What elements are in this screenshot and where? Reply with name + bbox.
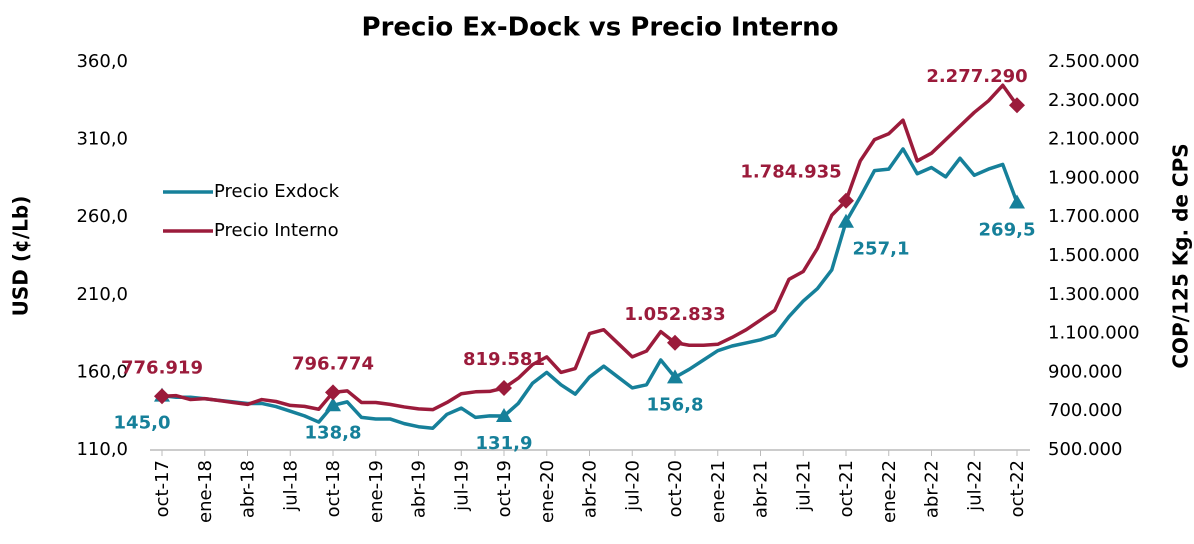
x-tick-label: ene-19 (366, 460, 387, 523)
data-label: 2.277.290 (926, 66, 1027, 87)
chart-title: Precio Ex-Dock vs Precio Interno (362, 13, 839, 43)
x-tick-label: oct-19 (494, 460, 515, 517)
y2-tick-label: 2.500.000 (1048, 51, 1140, 72)
y2-tick-label: 1.900.000 (1048, 167, 1140, 188)
data-label: 138,8 (305, 422, 362, 443)
marker (325, 397, 341, 412)
x-tick-label: ene-22 (879, 460, 900, 523)
data-label: 145,0 (114, 413, 171, 434)
x-tick-label: oct-17 (152, 460, 173, 517)
x-tick-label: jul-19 (451, 460, 472, 512)
x-tick-label: jul-20 (622, 460, 643, 512)
x-tick-label: jul-18 (280, 460, 301, 512)
marker (1009, 97, 1025, 114)
y2-tick-label: 2.300.000 (1048, 90, 1140, 111)
y-tick-label: 360,0 (76, 51, 128, 72)
x-tick-label: abr-19 (409, 460, 430, 518)
x-tick-label: abr-18 (238, 460, 259, 518)
marker (1009, 194, 1025, 209)
data-label: 131,9 (476, 433, 533, 454)
x-tick-label: oct-22 (1007, 460, 1028, 517)
marker (325, 384, 341, 401)
y2-tick-label: 1.100.000 (1048, 323, 1140, 344)
y2-tick-label: 2.100.000 (1048, 129, 1140, 150)
legend-label: Precio Exdock (214, 181, 340, 202)
x-tick-label: ene-18 (195, 460, 216, 523)
series-line (161, 147, 1019, 431)
data-label: 819.581 (463, 349, 545, 370)
x-tick-label: oct-18 (323, 460, 344, 517)
marker (496, 408, 512, 423)
y-axis-title: USD (¢/Lb) (9, 196, 33, 317)
marker (667, 369, 683, 384)
y2-tick-label: 700.000 (1048, 400, 1122, 421)
y2-tick-label: 900.000 (1048, 361, 1122, 382)
x-tick-label: ene-20 (537, 460, 558, 523)
marker (154, 388, 170, 405)
y2-axis-title: COP/125 Kg. de CPS (1169, 143, 1193, 368)
data-label: 269,5 (979, 219, 1036, 240)
y-tick-label: 260,0 (76, 206, 128, 227)
x-tick-label: oct-20 (665, 460, 686, 517)
x-tick-label: ene-21 (708, 460, 729, 523)
y-tick-label: 210,0 (76, 284, 128, 305)
marker (667, 334, 683, 351)
data-label: 1.052.833 (624, 304, 725, 325)
data-label: 796.774 (292, 353, 374, 374)
marker (496, 380, 512, 397)
x-tick-label: jul-21 (793, 460, 814, 512)
y-tick-label: 160,0 (76, 361, 128, 382)
y2-tick-label: 1.500.000 (1048, 245, 1140, 266)
y2-tick-label: 500.000 (1048, 439, 1122, 460)
marker (838, 213, 854, 228)
x-tick-label: oct-21 (836, 460, 857, 517)
x-tick-label: jul-22 (964, 460, 985, 512)
y2-tick-label: 1.700.000 (1048, 206, 1140, 227)
series-line (161, 83, 1019, 412)
data-label: 776.919 (121, 357, 203, 378)
x-tick-label: abr-20 (580, 460, 601, 518)
y-tick-label: 110,0 (76, 439, 128, 460)
data-label: 1.784.935 (740, 162, 841, 183)
data-label: 156,8 (647, 394, 704, 415)
legend-label: Precio Interno (214, 220, 339, 241)
marker (838, 192, 854, 209)
y-tick-label: 310,0 (76, 129, 128, 150)
x-tick-label: abr-22 (922, 460, 943, 518)
x-tick-label: abr-21 (751, 460, 772, 518)
data-label: 257,1 (853, 239, 910, 260)
y2-tick-label: 1.300.000 (1048, 284, 1140, 305)
